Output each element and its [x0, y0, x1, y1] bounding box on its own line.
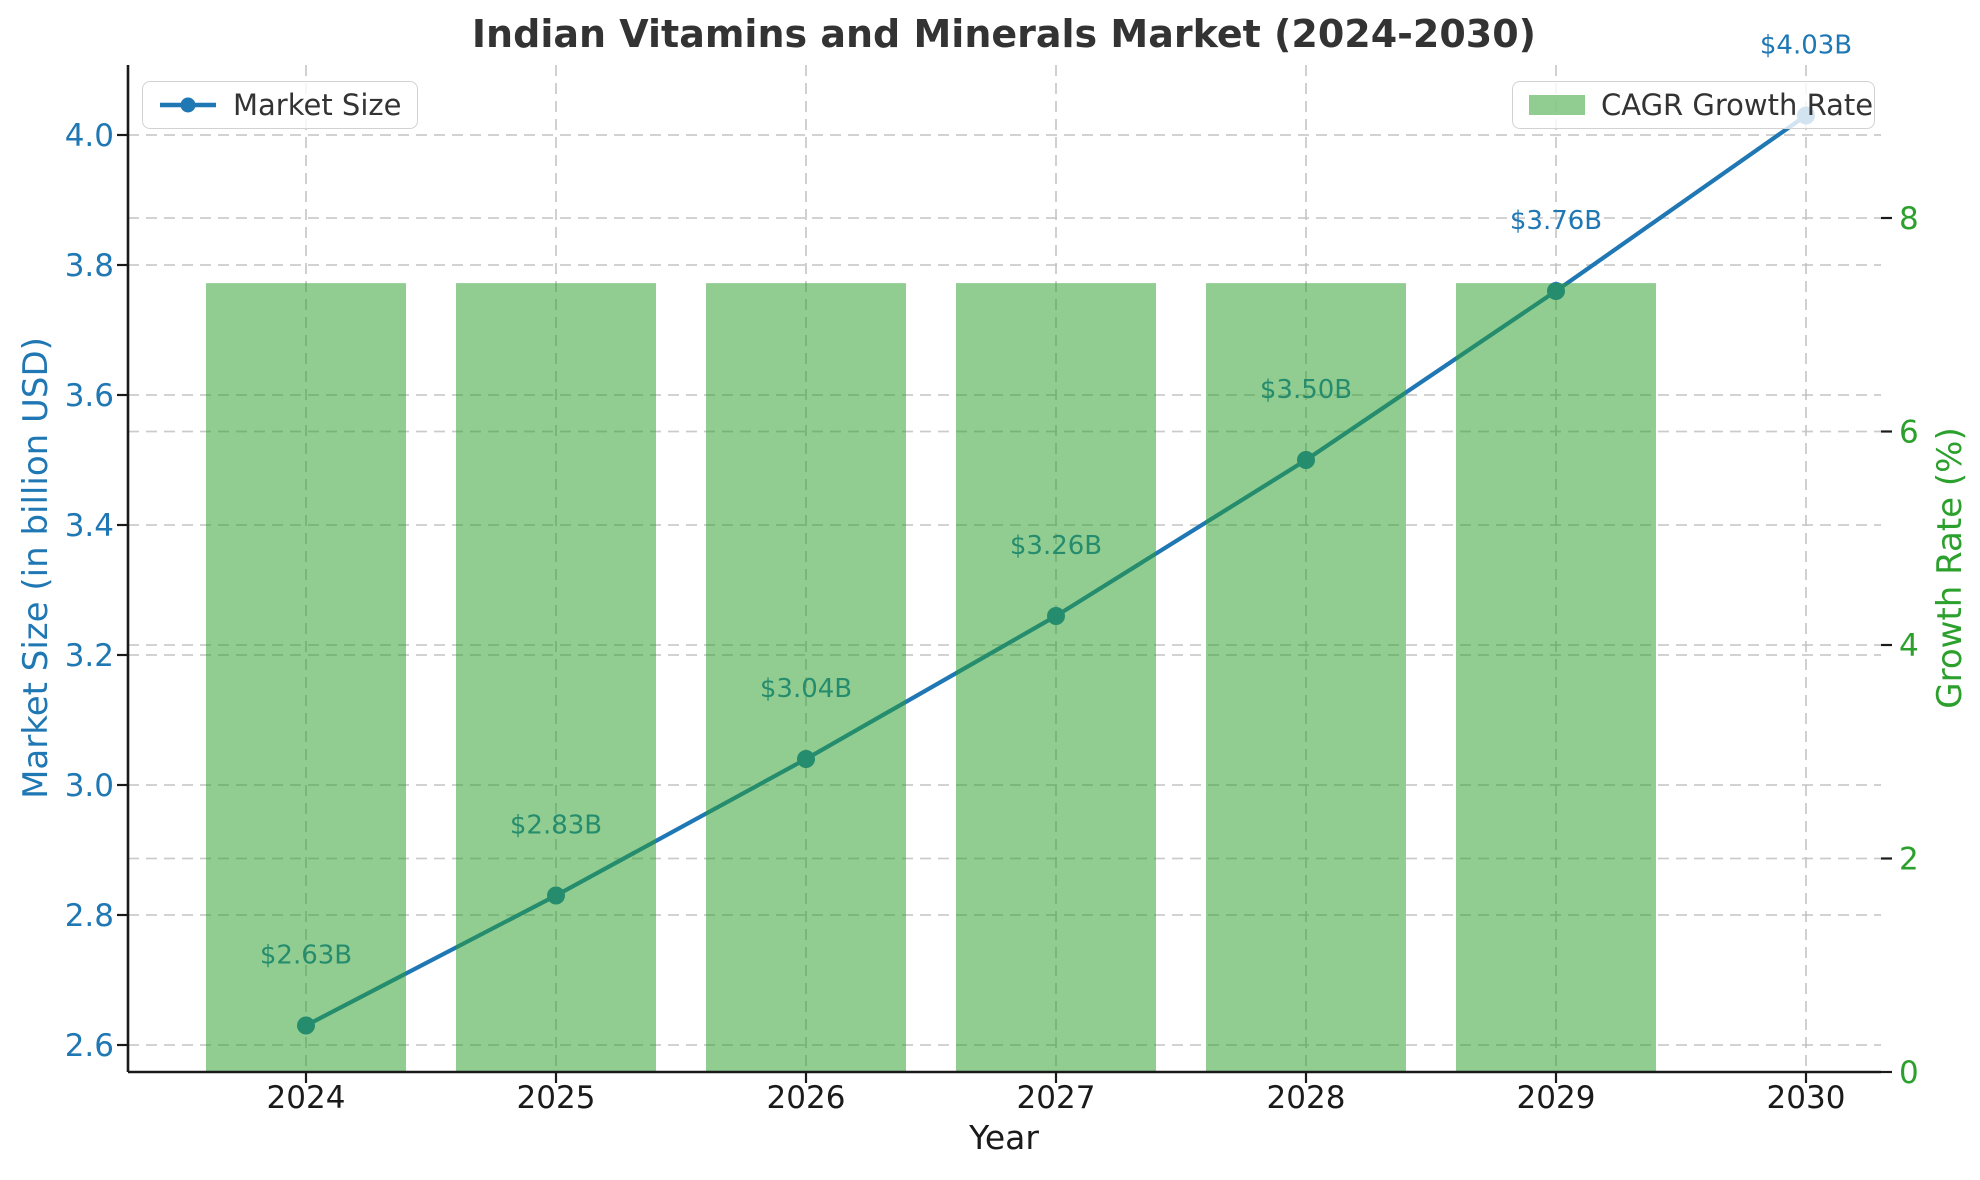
x-tick-label: 2026 [767, 1080, 846, 1116]
left-y-tick-label: 4.0 [65, 118, 114, 154]
cagr-bar [706, 283, 906, 1072]
x-tick-label: 2025 [517, 1080, 596, 1116]
legend-cagr: CAGR Growth Rate [1512, 81, 1875, 129]
right-y-tick-label: 2 [1899, 842, 1919, 878]
x-tick-label: 2024 [267, 1080, 346, 1116]
x-tick-label: 2029 [1517, 1080, 1596, 1116]
right-y-tick-label: 8 [1899, 201, 1919, 237]
right-y-axis-title: Growth Rate (%) [1930, 427, 1970, 709]
legend-line-marker-icon [160, 97, 216, 113]
left-y-tick-label: 2.6 [65, 1028, 114, 1064]
cagr-bar [206, 283, 406, 1072]
right-y-tick-label: 6 [1899, 415, 1919, 451]
axes: 2024 2025 2026 2027 2028 2029 2030 2.6 2.8 3.0 3.2… [65, 65, 1919, 1116]
cagr-bar [1456, 283, 1656, 1072]
left-y-tick-label: 3.4 [65, 508, 114, 544]
left-y-tick-label: 3.0 [65, 768, 114, 804]
x-tick-label: 2027 [1017, 1080, 1096, 1116]
left-y-tick-label: 3.2 [65, 638, 114, 674]
legend-market-size-label: Market Size [233, 88, 402, 122]
left-y-tick-label: 2.8 [65, 898, 114, 934]
cagr-bar [1206, 283, 1406, 1072]
data-point-value-label: $3.76B [1510, 206, 1602, 236]
legend-market-size: Market Size [142, 81, 419, 129]
left-y-axis-title: Market Size (in billion USD) [16, 337, 56, 799]
data-point-value-label: $4.03B [1760, 31, 1852, 61]
legend-bar-swatch-icon [1529, 95, 1585, 115]
chart-title: Indian Vitamins and Minerals Market (202… [471, 12, 1537, 56]
right-y-tick-label: 0 [1899, 1055, 1919, 1091]
x-tick-label: 2030 [1767, 1080, 1846, 1116]
legend-cagr-label: CAGR Growth Rate [1601, 88, 1874, 122]
right-y-tick-label: 4 [1899, 628, 1919, 664]
x-tick-label: 2028 [1267, 1080, 1346, 1116]
cagr-bar [456, 283, 656, 1072]
left-y-tick-label: 3.6 [65, 378, 114, 414]
cagr-bar-series [206, 283, 1656, 1072]
left-y-tick-label: 3.8 [65, 248, 114, 284]
x-axis-title: Year [969, 1118, 1039, 1157]
cagr-bar [956, 283, 1156, 1072]
